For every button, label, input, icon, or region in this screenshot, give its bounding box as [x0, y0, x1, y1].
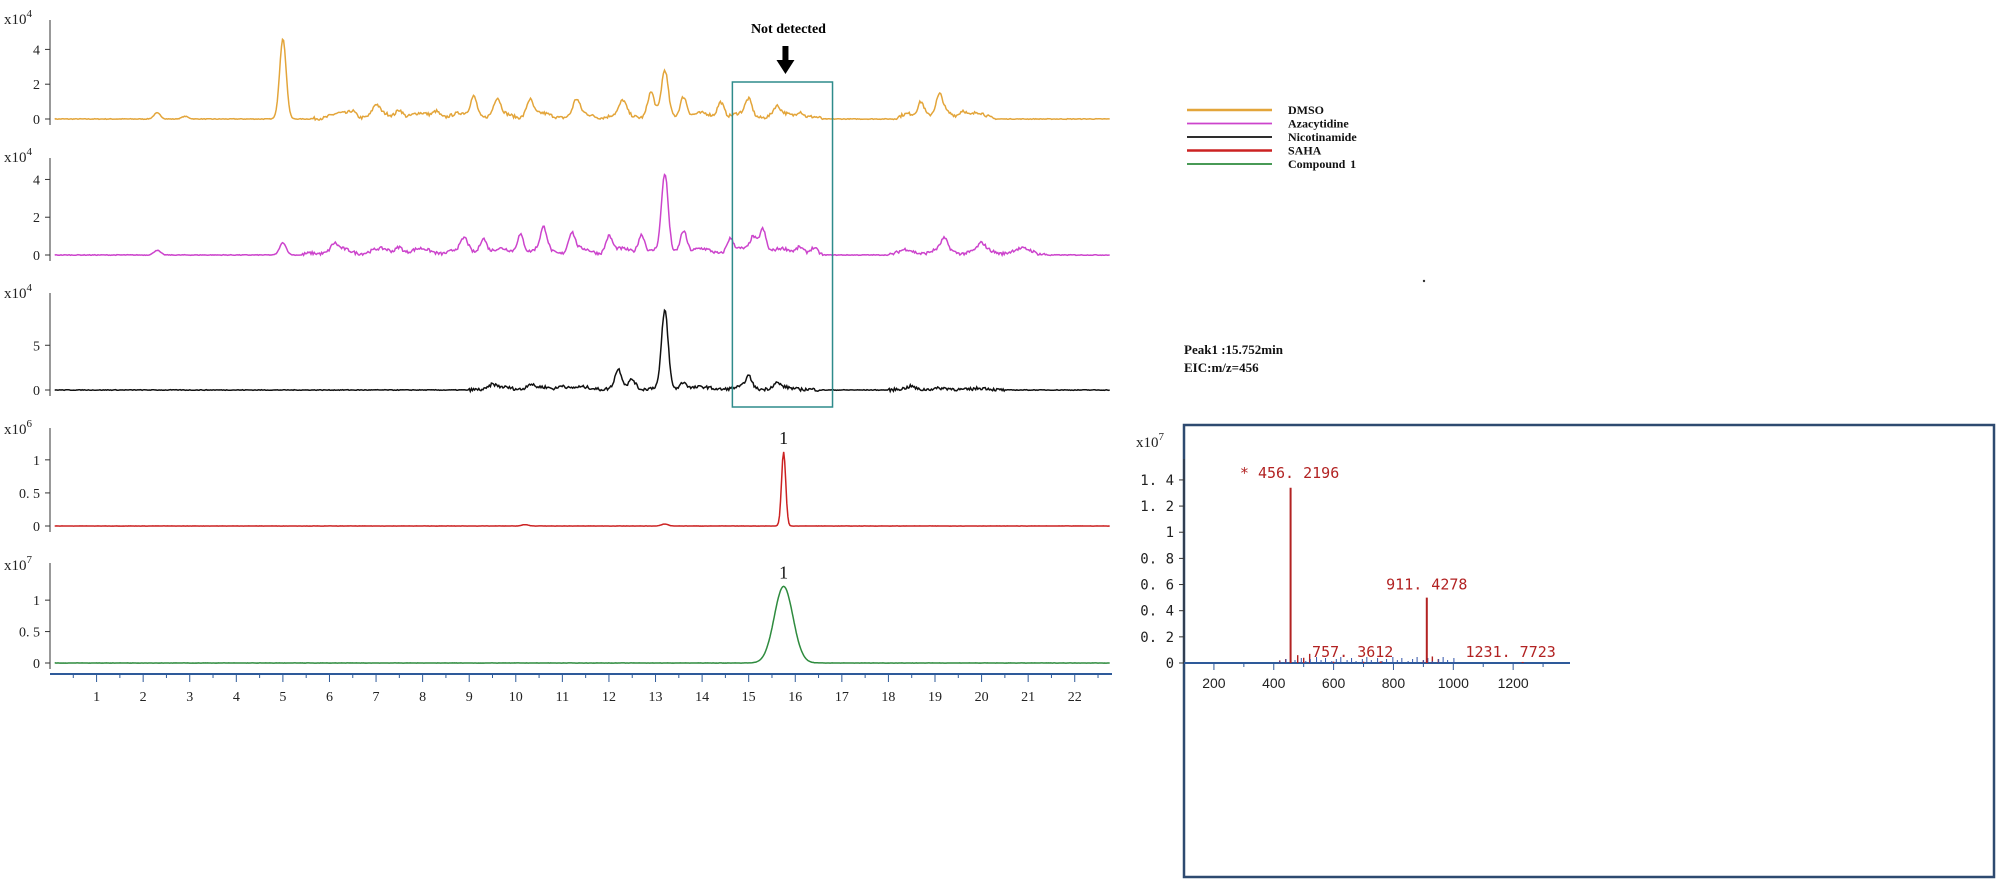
- trace-line: [54, 308, 1110, 394]
- legend-entry: DMSO: [1187, 103, 1324, 117]
- y-tick-label: 2: [33, 211, 40, 226]
- x-tick-label: 22: [1068, 690, 1082, 705]
- ms-y-tick-label: 0. 2: [1140, 630, 1174, 646]
- legend-entry: SAHA: [1187, 144, 1322, 158]
- y-tick-label: 1: [33, 454, 40, 469]
- peak-info: Peak1 :15.752min EIC:m/z=456: [1184, 342, 1284, 375]
- scale-label: x106: [4, 418, 33, 438]
- x-tick-label: 13: [649, 690, 663, 705]
- x-tick-label: 11: [556, 690, 569, 705]
- trace-panel-compound-1: x107 0 0. 5 1 1: [4, 554, 1110, 672]
- x-tick-label: 3: [186, 690, 193, 705]
- y-tick-label: 0: [33, 520, 40, 535]
- ms-peak-label: 911. 4278: [1386, 576, 1467, 594]
- legend-entry: Nicotinamide: [1187, 130, 1357, 144]
- ms-x-tick-label: 600: [1322, 675, 1346, 691]
- ms-frame: [1182, 423, 1996, 879]
- y-tick-label: 4: [33, 43, 40, 58]
- x-tick-label: 7: [373, 690, 380, 705]
- y-tick-label: 0: [33, 249, 40, 264]
- x-tick-label: 20: [975, 690, 989, 705]
- x-tick-label: 18: [881, 690, 895, 705]
- legend: DMSOAzacytidineNicotinamideSAHACompound …: [1187, 103, 1426, 283]
- ms-peak-label: 757. 3612: [1312, 643, 1393, 661]
- trace-line: [54, 451, 1110, 527]
- time-axis: 1 2 3 4 5 6 7 8 9 10 11 12 13 14 15 16 17 18 19 20 21 22: [50, 673, 1112, 705]
- ms-x-tick-label: 200: [1202, 675, 1226, 691]
- scale-label: x104: [4, 282, 33, 302]
- ms-x-tick-label: 800: [1382, 675, 1406, 691]
- trace-panel-dmso: x104 0 2 4: [4, 8, 1110, 128]
- x-tick-label: 4: [233, 690, 240, 705]
- peak-info-line: Peak1 :15.752min: [1184, 342, 1284, 357]
- ms-y-tick-label: 1. 2: [1140, 499, 1174, 515]
- trace-line: [54, 37, 1110, 122]
- y-tick-label: 0: [33, 113, 40, 128]
- ms-y-tick-label: 0. 8: [1140, 551, 1174, 567]
- ms-x-tick-label: 1000: [1438, 675, 1469, 691]
- x-tick-label: 21: [1021, 690, 1035, 705]
- trace-panel-saha: x106 0 0. 5 1 1: [4, 418, 1110, 535]
- legend-label: Compound 1: [1288, 157, 1356, 171]
- y-tick-label: 0: [33, 384, 40, 399]
- y-tick-label: 0: [33, 657, 40, 672]
- y-tick-label: 0. 5: [19, 487, 40, 502]
- x-tick-label: 8: [419, 690, 426, 705]
- x-tick-label: 12: [602, 690, 616, 705]
- x-tick-label: 14: [695, 690, 709, 705]
- x-tick-label: 17: [835, 690, 849, 705]
- arrow-shaft: [782, 46, 789, 62]
- legend-label: SAHA: [1288, 144, 1322, 158]
- legend-label: Nicotinamide: [1288, 130, 1357, 144]
- y-tick-label: 2: [33, 78, 40, 93]
- peak-number-label: 1: [779, 562, 788, 582]
- y-tick-label: 5: [33, 339, 40, 354]
- x-tick-label: 15: [742, 690, 756, 705]
- ms-x-tick-label: 1200: [1498, 675, 1529, 691]
- not-detected-annotation: Not detected: [731, 22, 834, 408]
- legend-label: DMSO: [1288, 103, 1324, 117]
- stray-dot: [1422, 279, 1426, 283]
- mass-spectrum-inset: x107 0 0. 2 0. 4 0. 6 0. 8 1 1. 2 1. 4 200 400 600 8…: [1136, 423, 1996, 879]
- scale-label: x104: [4, 146, 33, 166]
- not-detected-label: Not detected: [751, 22, 826, 37]
- scale-label: x107: [4, 554, 33, 574]
- ms-y-tick-label: 0: [1166, 656, 1174, 672]
- arrow-head: [776, 60, 795, 74]
- x-tick-label: 6: [326, 690, 333, 705]
- ms-y-tick-label: 0. 6: [1140, 578, 1174, 594]
- x-tick-label: 16: [788, 690, 802, 705]
- ms-y-tick-label: 1. 4: [1140, 473, 1174, 489]
- x-tick-label: 10: [509, 690, 523, 705]
- y-tick-label: 0. 5: [19, 626, 40, 641]
- trace-line: [54, 585, 1110, 664]
- x-tick-label: 5: [279, 690, 286, 705]
- y-tick-label: 1: [33, 594, 40, 609]
- x-tick-label: 2: [140, 690, 147, 705]
- x-tick-label: 9: [466, 690, 473, 705]
- ms-y-tick-label: 0. 4: [1140, 604, 1174, 620]
- trace-panel-nicotinamide: x104 0 5: [4, 282, 1110, 399]
- legend-entry: Azacytidine: [1187, 117, 1349, 131]
- legend-entry: Compound 1: [1187, 157, 1356, 171]
- peak-number-label: 1: [779, 428, 788, 448]
- x-tick-label: 1: [93, 690, 100, 705]
- y-tick-label: 4: [33, 173, 40, 188]
- scale-label: x104: [4, 8, 33, 28]
- ms-peak-label: * 456. 2196: [1240, 464, 1339, 482]
- trace-line: [54, 173, 1110, 258]
- ms-x-tick-label: 400: [1262, 675, 1286, 691]
- not-detected-box: [731, 81, 834, 408]
- ms-y-tick-label: 1: [1166, 525, 1174, 541]
- x-tick-label: 19: [928, 690, 942, 705]
- ms-scale-label: x107: [1136, 431, 1165, 451]
- legend-label: Azacytidine: [1288, 117, 1349, 131]
- trace-panel-azacytidine: x104 0 2 4: [4, 146, 1110, 264]
- ms-peak-label: 1231. 7723: [1465, 643, 1555, 661]
- peak-info-line: EIC:m/z=456: [1184, 360, 1259, 375]
